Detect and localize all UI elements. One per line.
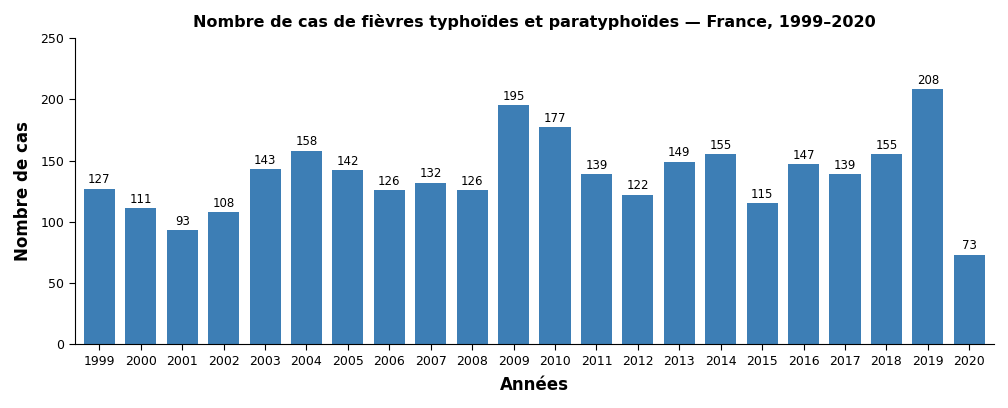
Text: 108: 108	[213, 197, 235, 210]
Text: 127: 127	[88, 173, 111, 186]
Text: 155: 155	[710, 139, 732, 152]
Text: 149: 149	[668, 146, 690, 159]
Text: 177: 177	[543, 112, 566, 125]
Text: 126: 126	[461, 175, 484, 188]
Bar	[581, 174, 612, 344]
Bar	[166, 231, 198, 344]
Text: 142: 142	[337, 155, 359, 168]
Bar	[830, 174, 861, 344]
X-axis label: Années: Années	[500, 376, 569, 394]
Bar	[125, 208, 156, 344]
Bar	[706, 154, 736, 344]
Bar	[291, 151, 322, 344]
Text: 111: 111	[130, 193, 152, 206]
Text: 158: 158	[295, 135, 318, 148]
Bar	[498, 105, 529, 344]
Bar	[912, 89, 943, 344]
Text: 122: 122	[627, 180, 649, 193]
Bar	[747, 204, 778, 344]
Text: 139: 139	[834, 159, 856, 172]
Bar	[84, 189, 115, 344]
Bar	[663, 162, 695, 344]
Text: 195: 195	[502, 90, 525, 103]
Text: 93: 93	[174, 215, 190, 228]
Text: 147: 147	[792, 149, 814, 162]
Bar	[208, 212, 239, 344]
Bar	[374, 190, 405, 344]
Bar	[333, 171, 364, 344]
Text: 132: 132	[419, 167, 442, 180]
Text: 115: 115	[751, 188, 773, 201]
Bar	[250, 169, 280, 344]
Bar	[457, 190, 488, 344]
Text: 143: 143	[254, 154, 276, 167]
Bar	[415, 183, 447, 344]
Bar	[539, 127, 571, 344]
Title: Nombre de cas de fièvres typhoïdes et paratyphoïdes — France, 1999–2020: Nombre de cas de fièvres typhoïdes et pa…	[193, 14, 876, 30]
Bar	[788, 164, 820, 344]
Bar	[871, 154, 902, 344]
Text: 139: 139	[586, 159, 608, 172]
Text: 155: 155	[875, 139, 897, 152]
Bar	[622, 195, 653, 344]
Bar	[954, 255, 985, 344]
Text: 73: 73	[962, 239, 977, 253]
Y-axis label: Nombre de cas: Nombre de cas	[14, 121, 32, 261]
Text: 208: 208	[916, 74, 939, 87]
Text: 126: 126	[378, 175, 400, 188]
